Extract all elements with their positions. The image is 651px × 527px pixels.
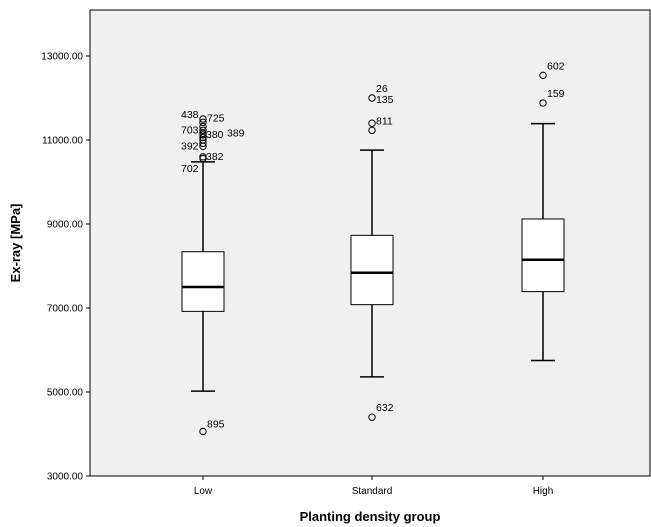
outlier-point — [199, 122, 207, 131]
x-axis: Low Standard High — [194, 476, 553, 497]
iqr-box — [350, 234, 394, 306]
y-tick-label: 13000.00 — [41, 52, 83, 63]
x-tick-label: High — [533, 486, 554, 497]
outlier-point — [199, 427, 207, 436]
outlier-point — [199, 126, 207, 135]
outlier-point — [199, 153, 207, 161]
outlier-label: 438 — [181, 109, 199, 121]
outlier-point — [199, 115, 207, 123]
outlier-label: 702 — [181, 163, 199, 175]
y-axis: 3000.00 5000.00 7000.00 9000.00 11000.00 1300… — [41, 52, 90, 483]
outlier-point — [199, 133, 207, 142]
outlier-label: 632 — [376, 402, 394, 414]
outlier-label: 389 — [227, 127, 245, 139]
iqr-box — [181, 251, 225, 312]
outlier-point — [368, 126, 376, 135]
outlier-label: 26 — [376, 83, 388, 95]
y-tick-label: 5000.00 — [47, 388, 84, 399]
outlier-label: 602 — [547, 60, 565, 72]
iqr-box — [521, 218, 565, 293]
x-tick-label: Low — [194, 486, 213, 497]
outlier-label: 159 — [547, 88, 565, 100]
box-group — [181, 115, 225, 436]
outlier-point — [199, 118, 207, 127]
outlier-label: 380 — [206, 129, 224, 141]
outlier-label: 895 — [207, 418, 225, 430]
outlier-point — [368, 94, 376, 102]
y-axis-title: Ex-ray [MPa] — [8, 204, 23, 283]
y-tick-label: 11000.00 — [42, 136, 83, 147]
y-tick-label: 7000.00 — [47, 304, 84, 315]
outlier-point — [539, 71, 547, 80]
x-axis-title: Planting density group — [300, 509, 441, 524]
outlier-point — [368, 119, 376, 127]
outlier-label: 135 — [376, 94, 394, 106]
outlier-point — [199, 139, 207, 148]
box-group — [350, 94, 394, 421]
outlier-label: 392 — [181, 140, 199, 152]
outlier-label: 382 — [206, 151, 224, 163]
outlier-label: 811 — [376, 115, 393, 127]
outlier-point — [539, 99, 547, 107]
x-tick-label: Standard — [352, 486, 393, 497]
y-tick-label: 9000.00 — [47, 220, 84, 231]
outlier-label: 725 — [207, 112, 225, 124]
outlier-label: 703 — [181, 124, 199, 136]
y-tick-label: 3000.00 — [47, 472, 84, 483]
outlier-point — [368, 413, 376, 421]
box-group — [521, 71, 565, 362]
